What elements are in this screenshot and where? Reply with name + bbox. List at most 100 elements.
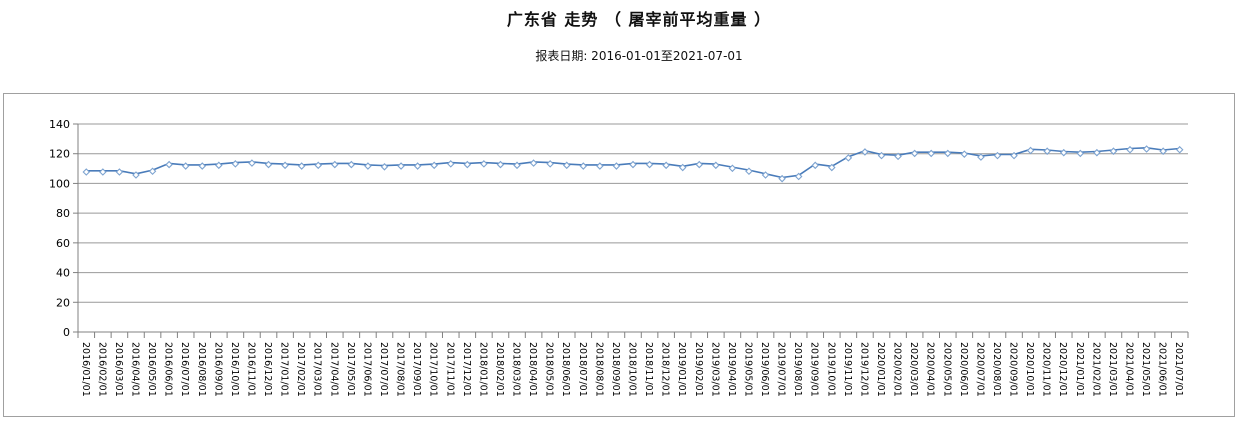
x-tick-label: 2018/05/01 bbox=[544, 342, 555, 397]
x-tick-label: 2020/10/01 bbox=[1024, 342, 1035, 397]
data-point-marker bbox=[331, 160, 339, 169]
data-point-marker bbox=[314, 161, 323, 170]
data-point-marker bbox=[82, 168, 91, 176]
x-tick-label: 2018/11/01 bbox=[643, 342, 654, 397]
x-tick-label: 2019/12/01 bbox=[858, 342, 869, 397]
data-point-marker bbox=[1043, 147, 1051, 155]
x-tick-label: 2019/05/01 bbox=[742, 342, 753, 397]
data-point-marker bbox=[745, 167, 753, 176]
data-point-marker bbox=[1059, 148, 1068, 157]
x-tick-label: 2017/11/01 bbox=[444, 342, 455, 397]
x-tick-label: 2020/07/01 bbox=[974, 342, 985, 397]
data-point-marker bbox=[430, 161, 438, 170]
data-point-marker bbox=[778, 174, 786, 183]
x-tick-label: 2017/08/01 bbox=[395, 342, 406, 397]
y-tick-label: 20 bbox=[56, 296, 70, 309]
x-tick-label: 2020/06/01 bbox=[958, 342, 969, 397]
x-tick-label: 2017/07/01 bbox=[378, 342, 389, 397]
data-points bbox=[82, 145, 1184, 183]
x-tick-label: 2018/10/01 bbox=[627, 342, 638, 397]
data-point-marker bbox=[297, 162, 306, 170]
y-tick-label: 140 bbox=[49, 118, 70, 131]
chart-title: 广东省 走势 （ 屠宰前平均重量 ） bbox=[506, 10, 772, 29]
x-tick-label: 2018/01/01 bbox=[477, 342, 488, 397]
data-point-marker bbox=[828, 163, 836, 172]
data-point-marker bbox=[413, 162, 422, 170]
x-tick-label: 2019/09/01 bbox=[809, 342, 820, 397]
data-point-marker bbox=[678, 163, 687, 172]
x-tick-label: 2020/08/01 bbox=[991, 342, 1002, 397]
x-tick-label: 2019/01/01 bbox=[676, 342, 687, 397]
data-point-marker bbox=[215, 161, 223, 170]
data-point-marker bbox=[513, 161, 521, 170]
data-point-marker bbox=[1175, 145, 1184, 154]
data-point-marker bbox=[115, 168, 124, 176]
y-tick-label: 60 bbox=[56, 237, 70, 250]
data-point-marker bbox=[496, 160, 505, 169]
x-tick-label: 2019/06/01 bbox=[759, 342, 770, 397]
x-tick-label: 2018/07/01 bbox=[577, 342, 588, 397]
data-point-marker bbox=[231, 160, 240, 168]
data-point-marker bbox=[794, 172, 803, 181]
x-tick-label: 2016/06/01 bbox=[163, 342, 174, 397]
y-axis-labels: 0 20 40 60 80 100 120 140 bbox=[49, 118, 70, 339]
x-tick-label: 2016/10/01 bbox=[229, 342, 240, 397]
data-point-marker bbox=[894, 152, 902, 161]
data-point-marker bbox=[281, 161, 289, 170]
data-point-marker bbox=[248, 159, 256, 167]
x-tick-label: 2021/02/01 bbox=[1090, 342, 1101, 397]
data-point-marker bbox=[861, 148, 869, 156]
data-point-marker bbox=[99, 168, 107, 176]
data-point-marker bbox=[761, 171, 770, 179]
data-point-marker bbox=[380, 163, 389, 171]
x-tick-label: 2017/04/01 bbox=[328, 342, 339, 397]
x-tick-label: 2017/12/01 bbox=[461, 342, 472, 397]
y-tick-label: 120 bbox=[49, 148, 70, 161]
data-point-marker bbox=[811, 161, 820, 170]
x-tick-label: 2016/09/01 bbox=[212, 342, 223, 397]
chart-header: 广东省 走势 （ 屠宰前平均重量 ） 报表日期: 2016-01-01至2021… bbox=[0, 6, 1242, 64]
x-tick-label: 2020/02/01 bbox=[892, 342, 903, 397]
x-tick-label: 2019/04/01 bbox=[726, 342, 737, 397]
x-tick-label: 2017/06/01 bbox=[361, 342, 372, 397]
data-point-marker bbox=[960, 150, 969, 158]
x-tick-label: 2019/08/01 bbox=[792, 342, 803, 397]
x-tick-label: 2021/01/01 bbox=[1074, 342, 1085, 397]
data-point-marker bbox=[1159, 147, 1167, 155]
x-tick-label: 2017/01/01 bbox=[279, 342, 290, 397]
x-tick-label: 2018/09/01 bbox=[610, 342, 621, 397]
data-point-marker bbox=[347, 160, 356, 169]
data-point-marker bbox=[1142, 145, 1151, 153]
x-tick-label: 2017/05/01 bbox=[345, 342, 356, 397]
x-tick-label: 2019/02/01 bbox=[693, 342, 704, 397]
x-tick-label: 2016/01/01 bbox=[80, 342, 91, 397]
data-point-marker bbox=[910, 149, 919, 158]
x-tick-label: 2019/11/01 bbox=[842, 342, 853, 397]
data-point-marker bbox=[546, 160, 554, 168]
chart-frame: 0 20 40 60 80 100 120 140 2016/01/01 2016/02/01 20… bbox=[3, 93, 1235, 417]
data-point-marker bbox=[148, 167, 157, 176]
x-tick-label: 2021/03/01 bbox=[1107, 342, 1118, 397]
data-point-marker bbox=[695, 160, 704, 169]
x-tick-label: 2020/12/01 bbox=[1057, 342, 1068, 397]
x-tick-label: 2020/01/01 bbox=[875, 342, 886, 397]
x-tick-label: 2020/11/01 bbox=[1041, 342, 1052, 397]
x-tick-label: 2019/03/01 bbox=[709, 342, 720, 397]
data-point-marker bbox=[364, 162, 372, 170]
x-tick-label: 2016/07/01 bbox=[179, 342, 190, 397]
x-tick-label: 2016/03/01 bbox=[113, 342, 124, 397]
data-point-marker bbox=[463, 160, 472, 169]
x-tick-label: 2021/05/01 bbox=[1140, 342, 1151, 397]
x-tick-label: 2016/05/01 bbox=[146, 342, 157, 397]
data-point-marker bbox=[943, 149, 952, 158]
x-tick-label: 2017/03/01 bbox=[312, 342, 323, 397]
x-tick-label: 2018/06/01 bbox=[560, 342, 571, 397]
x-tick-label: 2021/07/01 bbox=[1173, 342, 1184, 397]
data-point-marker bbox=[629, 160, 637, 169]
x-tick-label: 2020/09/01 bbox=[1008, 342, 1019, 397]
x-axis-labels: 2016/01/01 2016/02/01 2016/03/01 2016/04/01… bbox=[80, 342, 1184, 397]
data-point-marker bbox=[397, 162, 405, 170]
x-tick-label: 2016/02/01 bbox=[96, 342, 107, 397]
data-point-marker bbox=[1010, 151, 1018, 160]
x-tick-label: 2020/05/01 bbox=[941, 342, 952, 397]
